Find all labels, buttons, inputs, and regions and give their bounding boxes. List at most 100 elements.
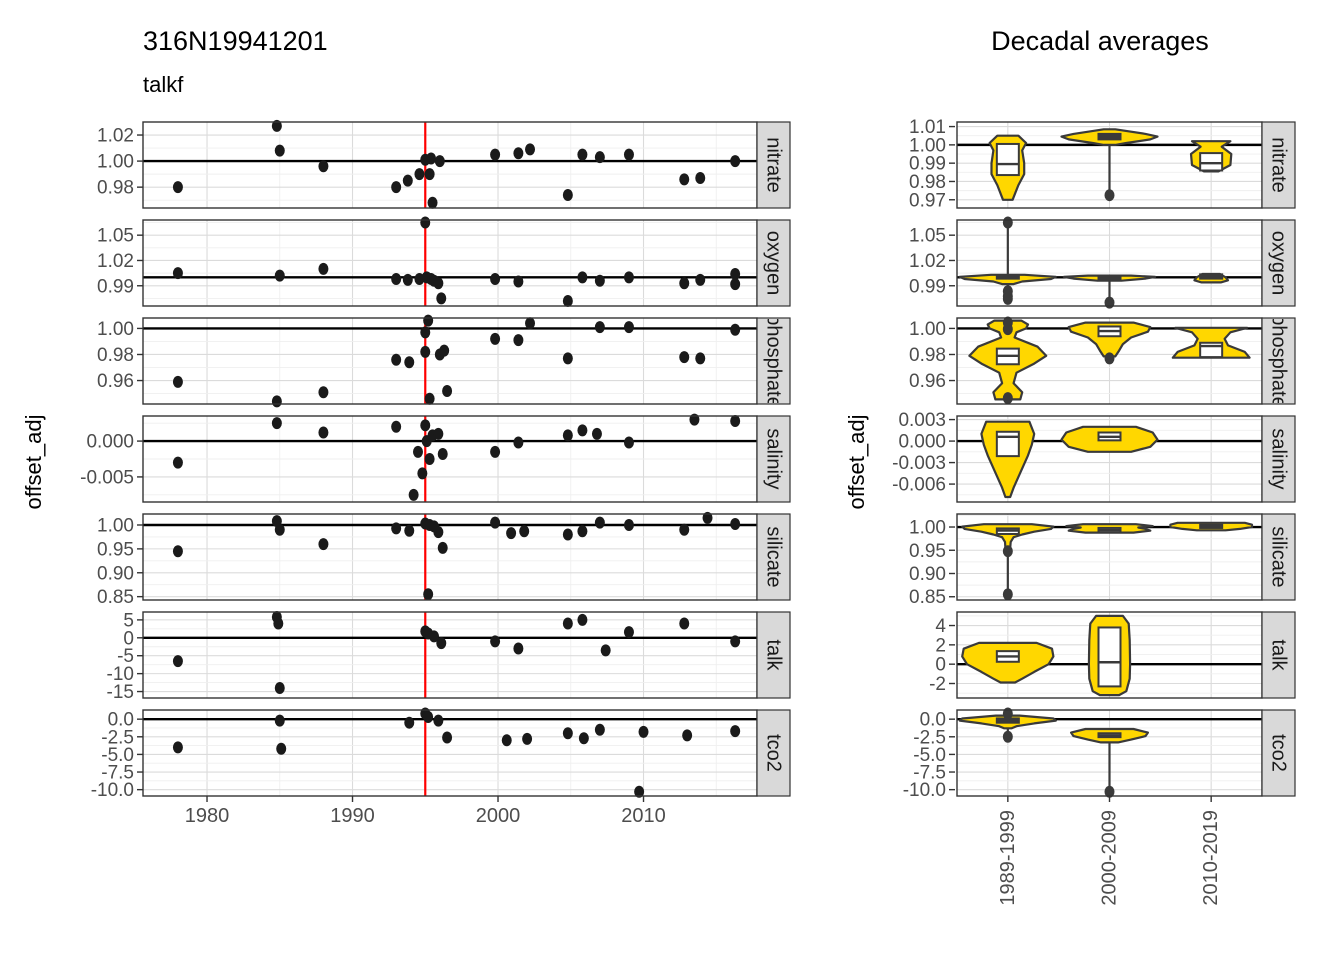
data-point xyxy=(490,273,501,286)
data-point xyxy=(679,523,690,536)
data-point xyxy=(594,151,605,164)
data-point xyxy=(442,731,453,744)
facet-strip-label: salinity xyxy=(763,428,785,489)
data-point xyxy=(172,375,183,388)
outlier-point xyxy=(1104,352,1115,365)
data-point xyxy=(562,528,573,541)
y-tick-label: -7.5 xyxy=(913,763,946,784)
facet-strip-label: silicate xyxy=(1268,526,1290,587)
data-point xyxy=(318,262,329,275)
outlier-point xyxy=(1104,785,1115,798)
y-tick-label: -15 xyxy=(107,682,134,703)
data-point xyxy=(436,637,447,650)
data-point xyxy=(522,732,533,745)
y-tick-label: 5 xyxy=(123,610,134,631)
y-tick-label: 1.02 xyxy=(909,251,946,272)
y-tick-label: 0.85 xyxy=(97,587,134,608)
data-point xyxy=(391,522,402,535)
y-tick-label: -10.0 xyxy=(903,780,946,801)
data-point xyxy=(273,617,284,630)
y-tick-label: 1.00 xyxy=(97,319,134,340)
facet-strip-label: nitrate xyxy=(1268,137,1290,193)
y-tick-label: 0.97 xyxy=(909,190,946,211)
data-point xyxy=(442,384,453,397)
y-tick-label: 0.90 xyxy=(909,564,946,585)
data-point xyxy=(513,334,524,347)
data-point xyxy=(318,426,329,439)
data-point xyxy=(274,269,285,282)
violin-boxplot xyxy=(1199,523,1224,529)
y-tick-label: 0.85 xyxy=(909,587,946,608)
data-point xyxy=(679,277,690,290)
data-point xyxy=(506,527,517,540)
outlier-point xyxy=(1104,189,1115,202)
right-facet-oxygen: oxygen 1.05 1.02 0.99 xyxy=(909,216,1296,309)
data-point xyxy=(434,155,445,168)
data-point xyxy=(439,344,450,357)
data-point xyxy=(594,516,605,529)
data-point xyxy=(623,626,634,639)
y-tick-label: 0 xyxy=(935,655,946,676)
y-tick-label: 0.96 xyxy=(909,371,946,392)
data-point xyxy=(623,321,634,334)
y-tick-label: -2.5 xyxy=(101,727,134,748)
data-point xyxy=(274,681,285,694)
y-tick-label: -5 xyxy=(117,646,134,667)
y-tick-label: -0.003 xyxy=(892,453,946,474)
data-point xyxy=(414,168,425,181)
data-point xyxy=(417,467,428,480)
facet-strip-label: tco2 xyxy=(763,734,785,772)
data-point xyxy=(730,155,741,168)
data-point xyxy=(433,277,444,290)
x-category-label: 2000-2009 xyxy=(1099,810,1121,906)
y-tick-label: -10 xyxy=(107,664,134,685)
data-point xyxy=(423,711,434,724)
y-tick-label: 1.00 xyxy=(909,518,946,539)
data-point xyxy=(513,436,524,449)
outlier-point xyxy=(1002,730,1013,743)
data-point xyxy=(420,216,431,229)
outlier-point xyxy=(1002,323,1013,336)
data-point xyxy=(404,356,415,369)
y-tick-label: 0.98 xyxy=(909,345,946,366)
facet-strip xyxy=(1261,513,1296,601)
data-point xyxy=(600,644,611,657)
data-point xyxy=(420,345,431,358)
y-tick-label: 2 xyxy=(935,635,946,656)
outlier-point xyxy=(1002,392,1013,405)
outlier-point xyxy=(1002,588,1013,601)
facet-strip-label: oxygen xyxy=(1268,231,1290,296)
left-facet-oxygen: oxygen 1.05 1.02 0.99 xyxy=(97,216,791,307)
data-point xyxy=(679,173,690,186)
y-tick-label: 0.0 xyxy=(920,710,946,731)
facet-strip xyxy=(1261,219,1296,307)
data-point xyxy=(490,516,501,529)
data-point xyxy=(490,445,501,458)
y-tick-label: -7.5 xyxy=(101,763,134,784)
data-point xyxy=(519,525,530,538)
data-point xyxy=(730,267,741,280)
data-point xyxy=(420,419,431,432)
data-point xyxy=(577,148,588,161)
data-point xyxy=(412,445,423,458)
data-point xyxy=(172,181,183,194)
left-facet-phosphate: phosphate 1.00 0.98 0.96 xyxy=(97,314,791,408)
facet-strip xyxy=(756,709,791,797)
data-point xyxy=(562,188,573,201)
left-facet-talk: talk 50-5-10-15 xyxy=(107,610,791,703)
data-point xyxy=(577,613,588,626)
y-tick-label: 0.000 xyxy=(898,432,946,453)
data-point xyxy=(594,321,605,334)
data-point xyxy=(490,635,501,648)
y-tick-label: 1.01 xyxy=(909,117,946,138)
data-point xyxy=(424,453,435,465)
facet-strip-label: tco2 xyxy=(1268,734,1290,772)
left-chart-subtitle: talkf xyxy=(143,72,184,97)
right-facet-silicate: silicate 1.000.950.900.85 xyxy=(909,513,1296,608)
right-facet-phosphate: phosphate 1.00 0.98 0.96 xyxy=(909,316,1296,405)
data-point xyxy=(271,417,282,430)
data-point xyxy=(490,332,501,345)
data-point xyxy=(513,642,524,655)
y-tick-label: -0.005 xyxy=(80,467,134,488)
